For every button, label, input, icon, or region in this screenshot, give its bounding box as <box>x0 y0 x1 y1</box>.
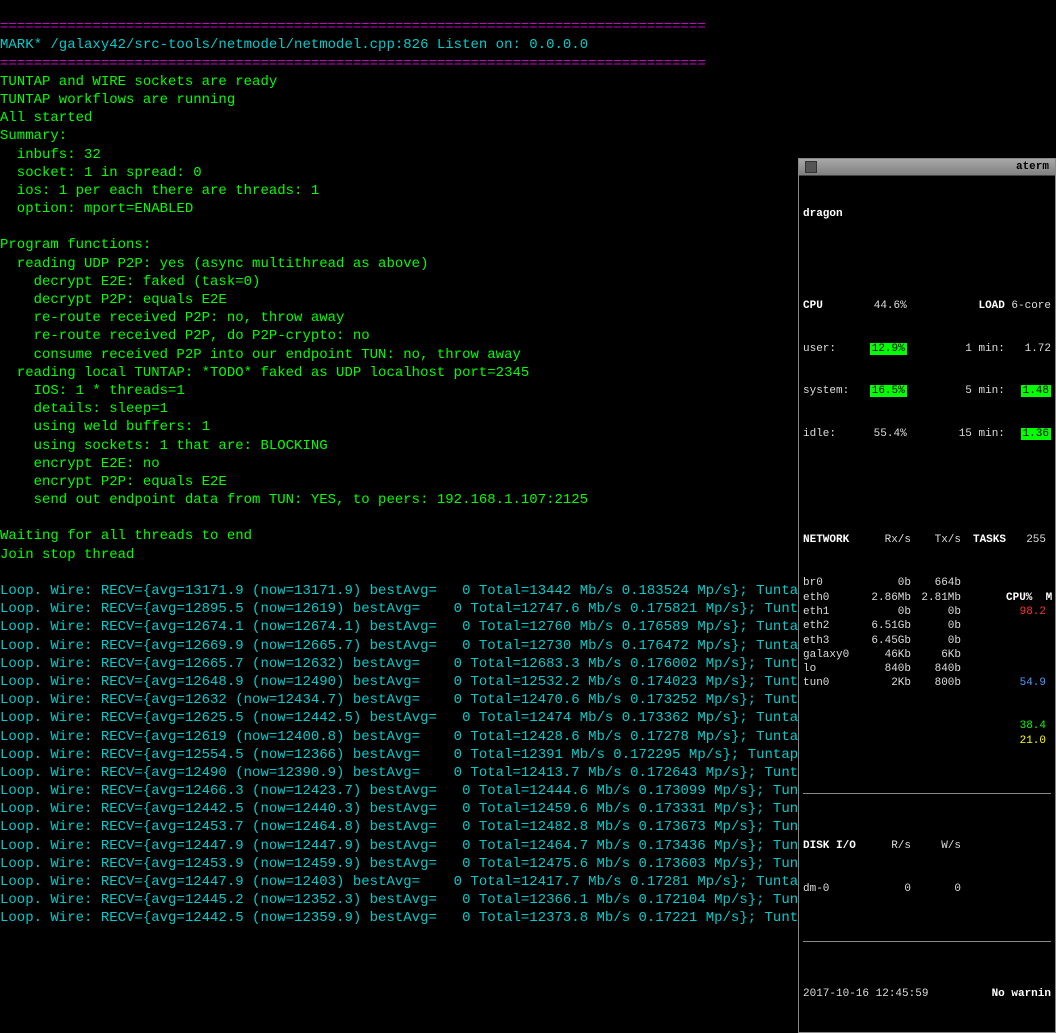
iface-rx: 840b <box>861 662 911 676</box>
separator-bottom: ========================================… <box>0 56 706 72</box>
startup-line: All started <box>0 109 1056 127</box>
disk-w: 0 <box>911 882 961 896</box>
iface-tx: 0b <box>911 634 961 648</box>
cpu-idle: 55.4% <box>859 427 907 441</box>
network-interfaces: br00b664beth02.86Mb2.81MbCPU% Meth10b0b9… <box>803 576 1051 690</box>
iface-extra <box>1006 634 1046 648</box>
iface-rx: 0b <box>861 576 911 590</box>
network-interface-row: eth26.51Gb0b <box>803 619 1051 633</box>
tx-label: Tx/s <box>911 533 961 547</box>
iface-name: tun0 <box>803 676 861 690</box>
iface-rx: 46Kb <box>861 648 911 662</box>
network-interface-row: lo840b840b <box>803 662 1051 676</box>
cpu-header-row: CPU 44.6% LOAD 6-core <box>803 299 1051 313</box>
iface-extra: 98.2 <box>1006 605 1046 619</box>
extra-value: 21.0 <box>1006 734 1046 748</box>
disk-header-row: DISK I/O R/s W/s <box>803 839 1051 853</box>
iface-extra <box>1006 648 1046 662</box>
divider <box>803 793 1051 794</box>
iface-name: eth1 <box>803 605 861 619</box>
iface-name: galaxy0 <box>803 648 861 662</box>
aterm-title: aterm <box>1016 161 1049 173</box>
separator-top: ========================================… <box>0 19 706 35</box>
min5: 1.48 <box>1021 385 1051 397</box>
iface-extra <box>1006 662 1046 676</box>
iface-name: eth2 <box>803 619 861 633</box>
network-interface-row: tun02Kb800b 54.9 <box>803 676 1051 690</box>
rx-label: Rx/s <box>861 533 911 547</box>
iface-extra <box>1006 619 1046 633</box>
iface-tx: 664b <box>911 576 961 590</box>
user-label: user: <box>803 342 859 356</box>
aterm-footer: 2017-10-16 12:45:59 No warnin <box>803 987 1051 1001</box>
cpu-user: 12.9% <box>870 343 907 355</box>
disk-name: dm-0 <box>803 882 861 896</box>
disk-rows: dm-000 <box>803 882 1051 896</box>
cpu-system-row: system: 16.5% 5 min: 1.48 <box>803 384 1051 398</box>
network-interface-row: eth36.45Gb0b <box>803 634 1051 648</box>
iface-tx: 6Kb <box>911 648 961 662</box>
iface-extra: CPU% M <box>1006 591 1046 605</box>
aterm-host: dragon <box>803 207 1051 221</box>
mark-line: MARK* /galaxy42/src-tools/netmodel/netmo… <box>0 37 588 53</box>
extra-value: 38.4 <box>1006 719 1046 733</box>
disk-label: DISK I/O <box>803 839 861 853</box>
aterm-content: dragon CPU 44.6% LOAD 6-core user: 12.9%… <box>799 176 1055 1031</box>
iface-name: eth3 <box>803 634 861 648</box>
min1: 1.72 <box>1005 342 1051 356</box>
iface-extra: 54.9 <box>1006 676 1046 690</box>
disk-r-label: R/s <box>861 839 911 853</box>
idle-label: idle: <box>803 427 859 441</box>
iface-name: lo <box>803 662 861 676</box>
network-interface-row: br00b664b <box>803 576 1051 590</box>
cpu-user-row: user: 12.9% 1 min: 1.72 <box>803 342 1051 356</box>
iface-tx: 0b <box>911 605 961 619</box>
iface-rx: 2.86Mb <box>861 591 911 605</box>
disk-row: dm-000 <box>803 882 1051 896</box>
disk-w-label: W/s <box>911 839 961 853</box>
min1-label: 1 min: <box>955 342 1005 356</box>
cpu-total: 44.6% <box>859 299 907 313</box>
load-label: LOAD <box>955 299 1005 313</box>
iface-name: eth0 <box>803 591 861 605</box>
iface-name: br0 <box>803 576 861 590</box>
tasks-label: TASKS <box>961 533 1006 547</box>
iface-rx: 6.45Gb <box>861 634 911 648</box>
min15: 1.36 <box>1021 428 1051 440</box>
disk-r: 0 <box>861 882 911 896</box>
cpu-system: 16.5% <box>870 385 907 397</box>
network-interface-row: eth02.86Mb2.81Mb CPU% M <box>803 591 1051 605</box>
warning: No warnin <box>928 987 1051 1001</box>
iface-tx: 840b <box>911 662 961 676</box>
network-interface-row: eth10b0b98.2 <box>803 605 1051 619</box>
iface-tx: 0b <box>911 619 961 633</box>
iface-extra <box>1006 576 1046 590</box>
timestamp: 2017-10-16 12:45:59 <box>803 987 928 1001</box>
startup-line: TUNTAP and WIRE sockets are ready <box>0 73 1056 91</box>
startup-line: Summary: <box>0 127 1056 145</box>
system-label: system: <box>803 384 859 398</box>
network-interface-row: galaxy046Kb6Kb <box>803 648 1051 662</box>
min5-label: 5 min: <box>955 384 1005 398</box>
iface-rx: 6.51Gb <box>861 619 911 633</box>
iface-tx: 800b <box>911 676 961 690</box>
iface-rx: 0b <box>861 605 911 619</box>
iface-tx: 2.81Mb <box>911 591 961 605</box>
cpu-label: CPU <box>803 299 859 313</box>
cpu-idle-row: idle: 55.4% 15 min: 1.36 <box>803 427 1051 441</box>
iface-rx: 2Kb <box>861 676 911 690</box>
network-label: NETWORK <box>803 533 861 547</box>
cores: 6-core <box>1005 299 1051 313</box>
tasks-count: 255 <box>1006 533 1046 547</box>
network-extra-row: 21.0 <box>803 734 1051 748</box>
network-extra: 38.421.0 <box>803 719 1051 748</box>
aterm-window[interactable]: aterm dragon CPU 44.6% LOAD 6-core user:… <box>798 158 1056 1033</box>
network-extra-row: 38.4 <box>803 719 1051 733</box>
min15-label: 15 min: <box>955 427 1005 441</box>
aterm-titlebar[interactable]: aterm <box>799 159 1055 176</box>
network-header-row: NETWORK Rx/s Tx/s TASKS 255 <box>803 533 1051 547</box>
startup-line: TUNTAP workflows are running <box>0 91 1056 109</box>
divider-bottom <box>803 941 1051 942</box>
